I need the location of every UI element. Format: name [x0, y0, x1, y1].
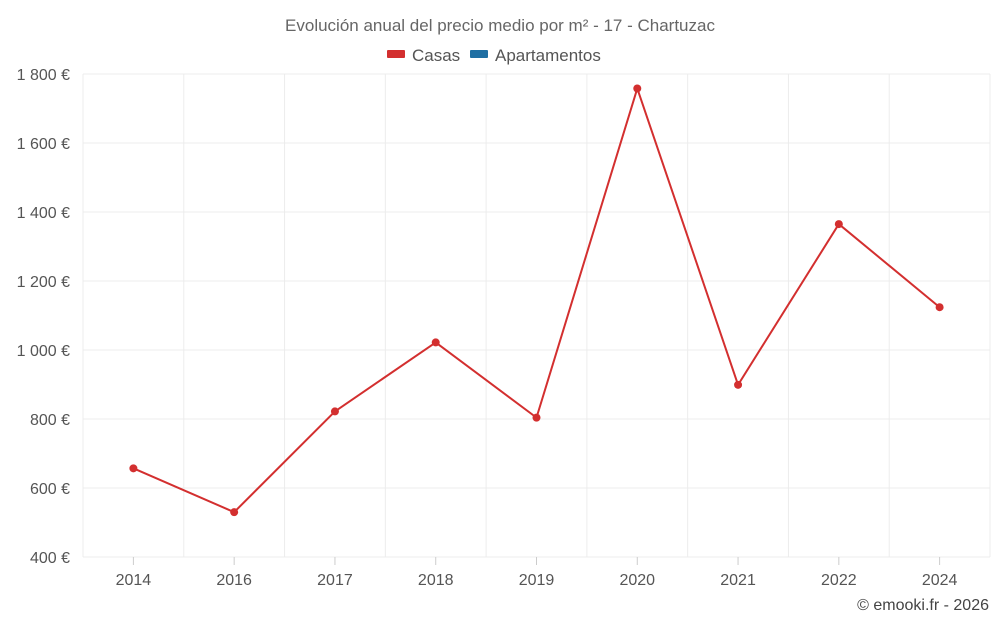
- y-tick-label: 1 600 €: [17, 136, 70, 153]
- legend-item-apartamentos[interactable]: Apartamentos: [470, 46, 601, 65]
- y-tick-label: 600 €: [30, 481, 70, 498]
- x-tick-label: 2017: [317, 572, 353, 589]
- legend-item-casas[interactable]: Casas: [387, 46, 460, 65]
- x-axis: 2014 2016 2017 2018 2019 2020 2021 2022 2024: [116, 557, 958, 589]
- data-point-casas-2019[interactable]: [532, 413, 541, 422]
- x-tick-label: 2019: [519, 572, 555, 589]
- x-tick-label: 2024: [922, 572, 958, 589]
- gridlines: [82, 73, 991, 558]
- series-line-casas: [132, 87, 941, 514]
- legend-swatch-apartamentos: [470, 50, 488, 58]
- y-tick-label: 1 000 €: [17, 343, 70, 360]
- data-point-casas-2017[interactable]: [330, 407, 339, 416]
- legend-label-apartamentos: Apartamentos: [495, 46, 601, 65]
- data-point-casas-2022[interactable]: [834, 220, 843, 229]
- legend-label-casas: Casas: [412, 46, 460, 65]
- chart-title: Evolución anual del precio medio por m² …: [285, 16, 715, 35]
- credit-text: © emooki.fr - 2026: [857, 597, 989, 614]
- series-casas: [129, 84, 944, 517]
- y-tick-label: 400 €: [30, 550, 70, 567]
- data-point-casas-2024[interactable]: [935, 303, 944, 312]
- y-tick-label: 1 800 €: [17, 67, 70, 84]
- y-axis: 400 € 600 € 800 € 1 000 € 1 200 € 1 400 € 1 60…: [17, 67, 70, 567]
- data-point-casas-2014[interactable]: [129, 464, 138, 473]
- y-tick-label: 1 200 €: [17, 274, 70, 291]
- x-tick-label: 2016: [216, 572, 252, 589]
- data-point-casas-2016[interactable]: [230, 508, 239, 517]
- x-tick-label: 2021: [720, 572, 756, 589]
- y-tick-label: 800 €: [30, 412, 70, 429]
- data-point-casas-2021[interactable]: [734, 380, 743, 389]
- data-point-casas-2020[interactable]: [633, 84, 642, 93]
- x-tick-label: 2014: [116, 572, 152, 589]
- x-tick-label: 2020: [619, 572, 655, 589]
- legend: Casas Apartamentos: [387, 46, 601, 65]
- x-tick-label: 2018: [418, 572, 454, 589]
- legend-swatch-casas: [387, 50, 405, 58]
- x-tick-label: 2022: [821, 572, 857, 589]
- data-point-casas-2018[interactable]: [431, 338, 440, 347]
- y-tick-label: 1 400 €: [17, 205, 70, 222]
